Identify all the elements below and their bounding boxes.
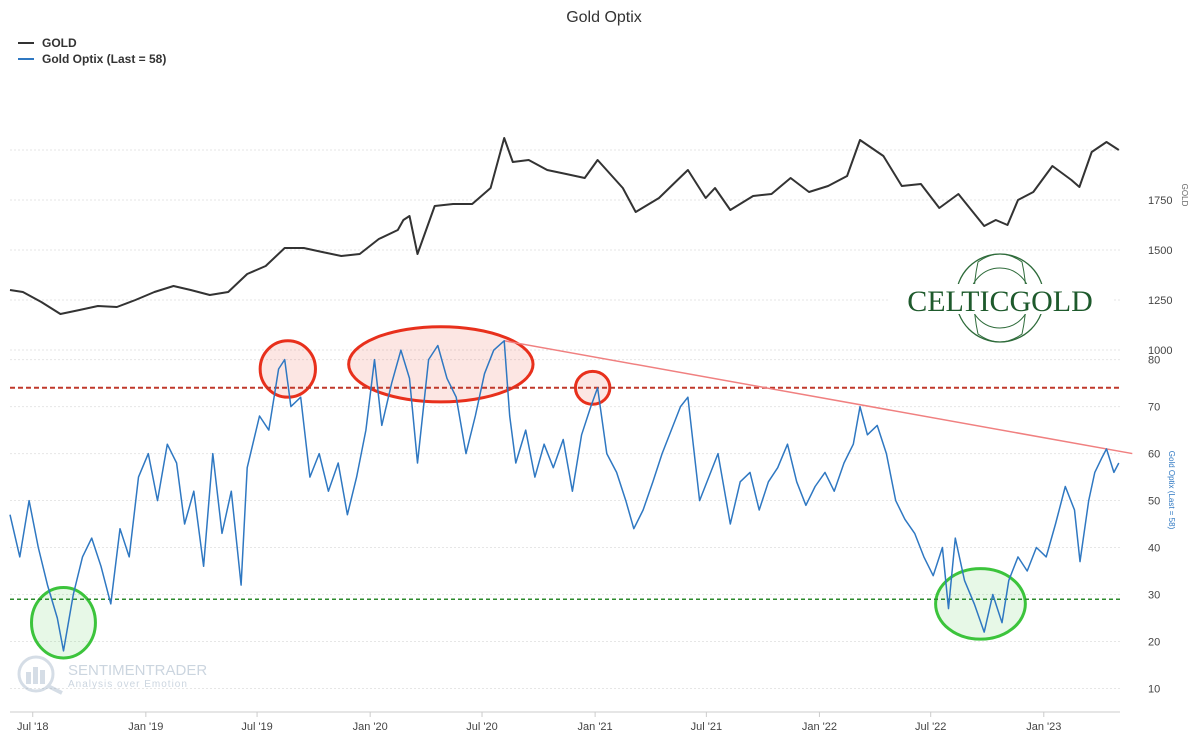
optix-y-tick-label: 60 bbox=[1148, 449, 1160, 461]
x-tick-label: Jul '22 bbox=[915, 721, 946, 733]
x-tick-label: Jul '18 bbox=[17, 721, 48, 733]
celticgold-wordmark: CELTICGOLD bbox=[907, 285, 1093, 318]
x-tick-label: Jul '19 bbox=[241, 721, 272, 733]
x-tick-label: Jan '19 bbox=[128, 721, 163, 733]
sentimentrader-magnifier-handle bbox=[47, 684, 63, 695]
highlight-ellipses bbox=[30, 325, 1027, 660]
overbought-highlight-ellipse bbox=[347, 325, 535, 404]
optix-y-tick-label: 70 bbox=[1148, 402, 1160, 414]
legend-optix-label: Gold Optix (Last = 58) bbox=[42, 52, 166, 66]
gold-panel-y-ticks: 1000 1250 1500 1750 bbox=[1148, 195, 1172, 357]
x-tick-label: Jan '23 bbox=[1026, 721, 1061, 733]
overbought-highlight-ellipse bbox=[573, 369, 612, 406]
celticgold-logo: CELTICGOLD bbox=[890, 253, 1112, 343]
descending-trendline bbox=[504, 340, 1133, 455]
sentimentrader-bar-icon-2 bbox=[33, 667, 38, 684]
threshold-lines bbox=[10, 340, 1133, 600]
x-axis-ticks: Jul '18 Jan '19 Jul '19 Jan '20 Jul '20 Jan '… bbox=[17, 712, 1061, 733]
x-tick-label: Jul '20 bbox=[466, 721, 497, 733]
sentimentrader-name: SENTIMENTRADER bbox=[68, 662, 207, 679]
legend: GOLD Gold Optix (Last = 58) bbox=[18, 36, 166, 66]
oversold-highlight-ellipse bbox=[30, 585, 97, 660]
gold-price-line bbox=[9, 137, 1120, 315]
optix-panel-y-ticks: 10 20 30 40 50 60 70 80 bbox=[1148, 355, 1160, 696]
legend-gold-label: GOLD bbox=[42, 36, 77, 50]
sentimentrader-tagline: Analysis over Emotion bbox=[68, 679, 188, 690]
gold-optix-line bbox=[9, 340, 1120, 652]
sentimentrader-bar-icon-1 bbox=[26, 672, 31, 684]
x-tick-label: Jul '21 bbox=[691, 721, 722, 733]
sentimentrader-watermark: SENTIMENTRADER Analysis over Emotion bbox=[17, 655, 207, 695]
gold-axis-title: GOLD bbox=[1180, 184, 1189, 207]
celticgold-text-backdrop bbox=[890, 284, 1112, 314]
x-tick-label: Jan '22 bbox=[802, 721, 837, 733]
optix-y-tick-label: 20 bbox=[1148, 637, 1160, 649]
overbought-highlight-ellipse bbox=[258, 339, 317, 399]
gold-y-tick-label: 1000 bbox=[1148, 345, 1172, 357]
sentimentrader-bar-icon-3 bbox=[40, 670, 45, 684]
optix-axis-title: Gold Optix (Last = 58) bbox=[1167, 451, 1176, 530]
sentimentrader-magnifier-icon bbox=[17, 655, 55, 693]
series-lines bbox=[9, 137, 1120, 652]
optix-y-tick-label: 10 bbox=[1148, 684, 1160, 696]
gold-panel-gridlines bbox=[10, 149, 1120, 351]
chart-title: Gold Optix bbox=[566, 9, 642, 26]
optix-panel-gridlines bbox=[10, 359, 1120, 690]
gold-y-tick-label: 1250 bbox=[1148, 295, 1172, 307]
optix-y-tick-label: 40 bbox=[1148, 543, 1160, 555]
x-tick-label: Jan '21 bbox=[578, 721, 613, 733]
x-tick-label: Jan '20 bbox=[353, 721, 388, 733]
optix-y-tick-label: 80 bbox=[1148, 355, 1160, 367]
optix-y-tick-label: 30 bbox=[1148, 590, 1160, 602]
gold-y-tick-label: 1500 bbox=[1148, 245, 1172, 257]
gold-y-tick-label: 1750 bbox=[1148, 195, 1172, 207]
optix-y-tick-label: 50 bbox=[1148, 496, 1160, 508]
